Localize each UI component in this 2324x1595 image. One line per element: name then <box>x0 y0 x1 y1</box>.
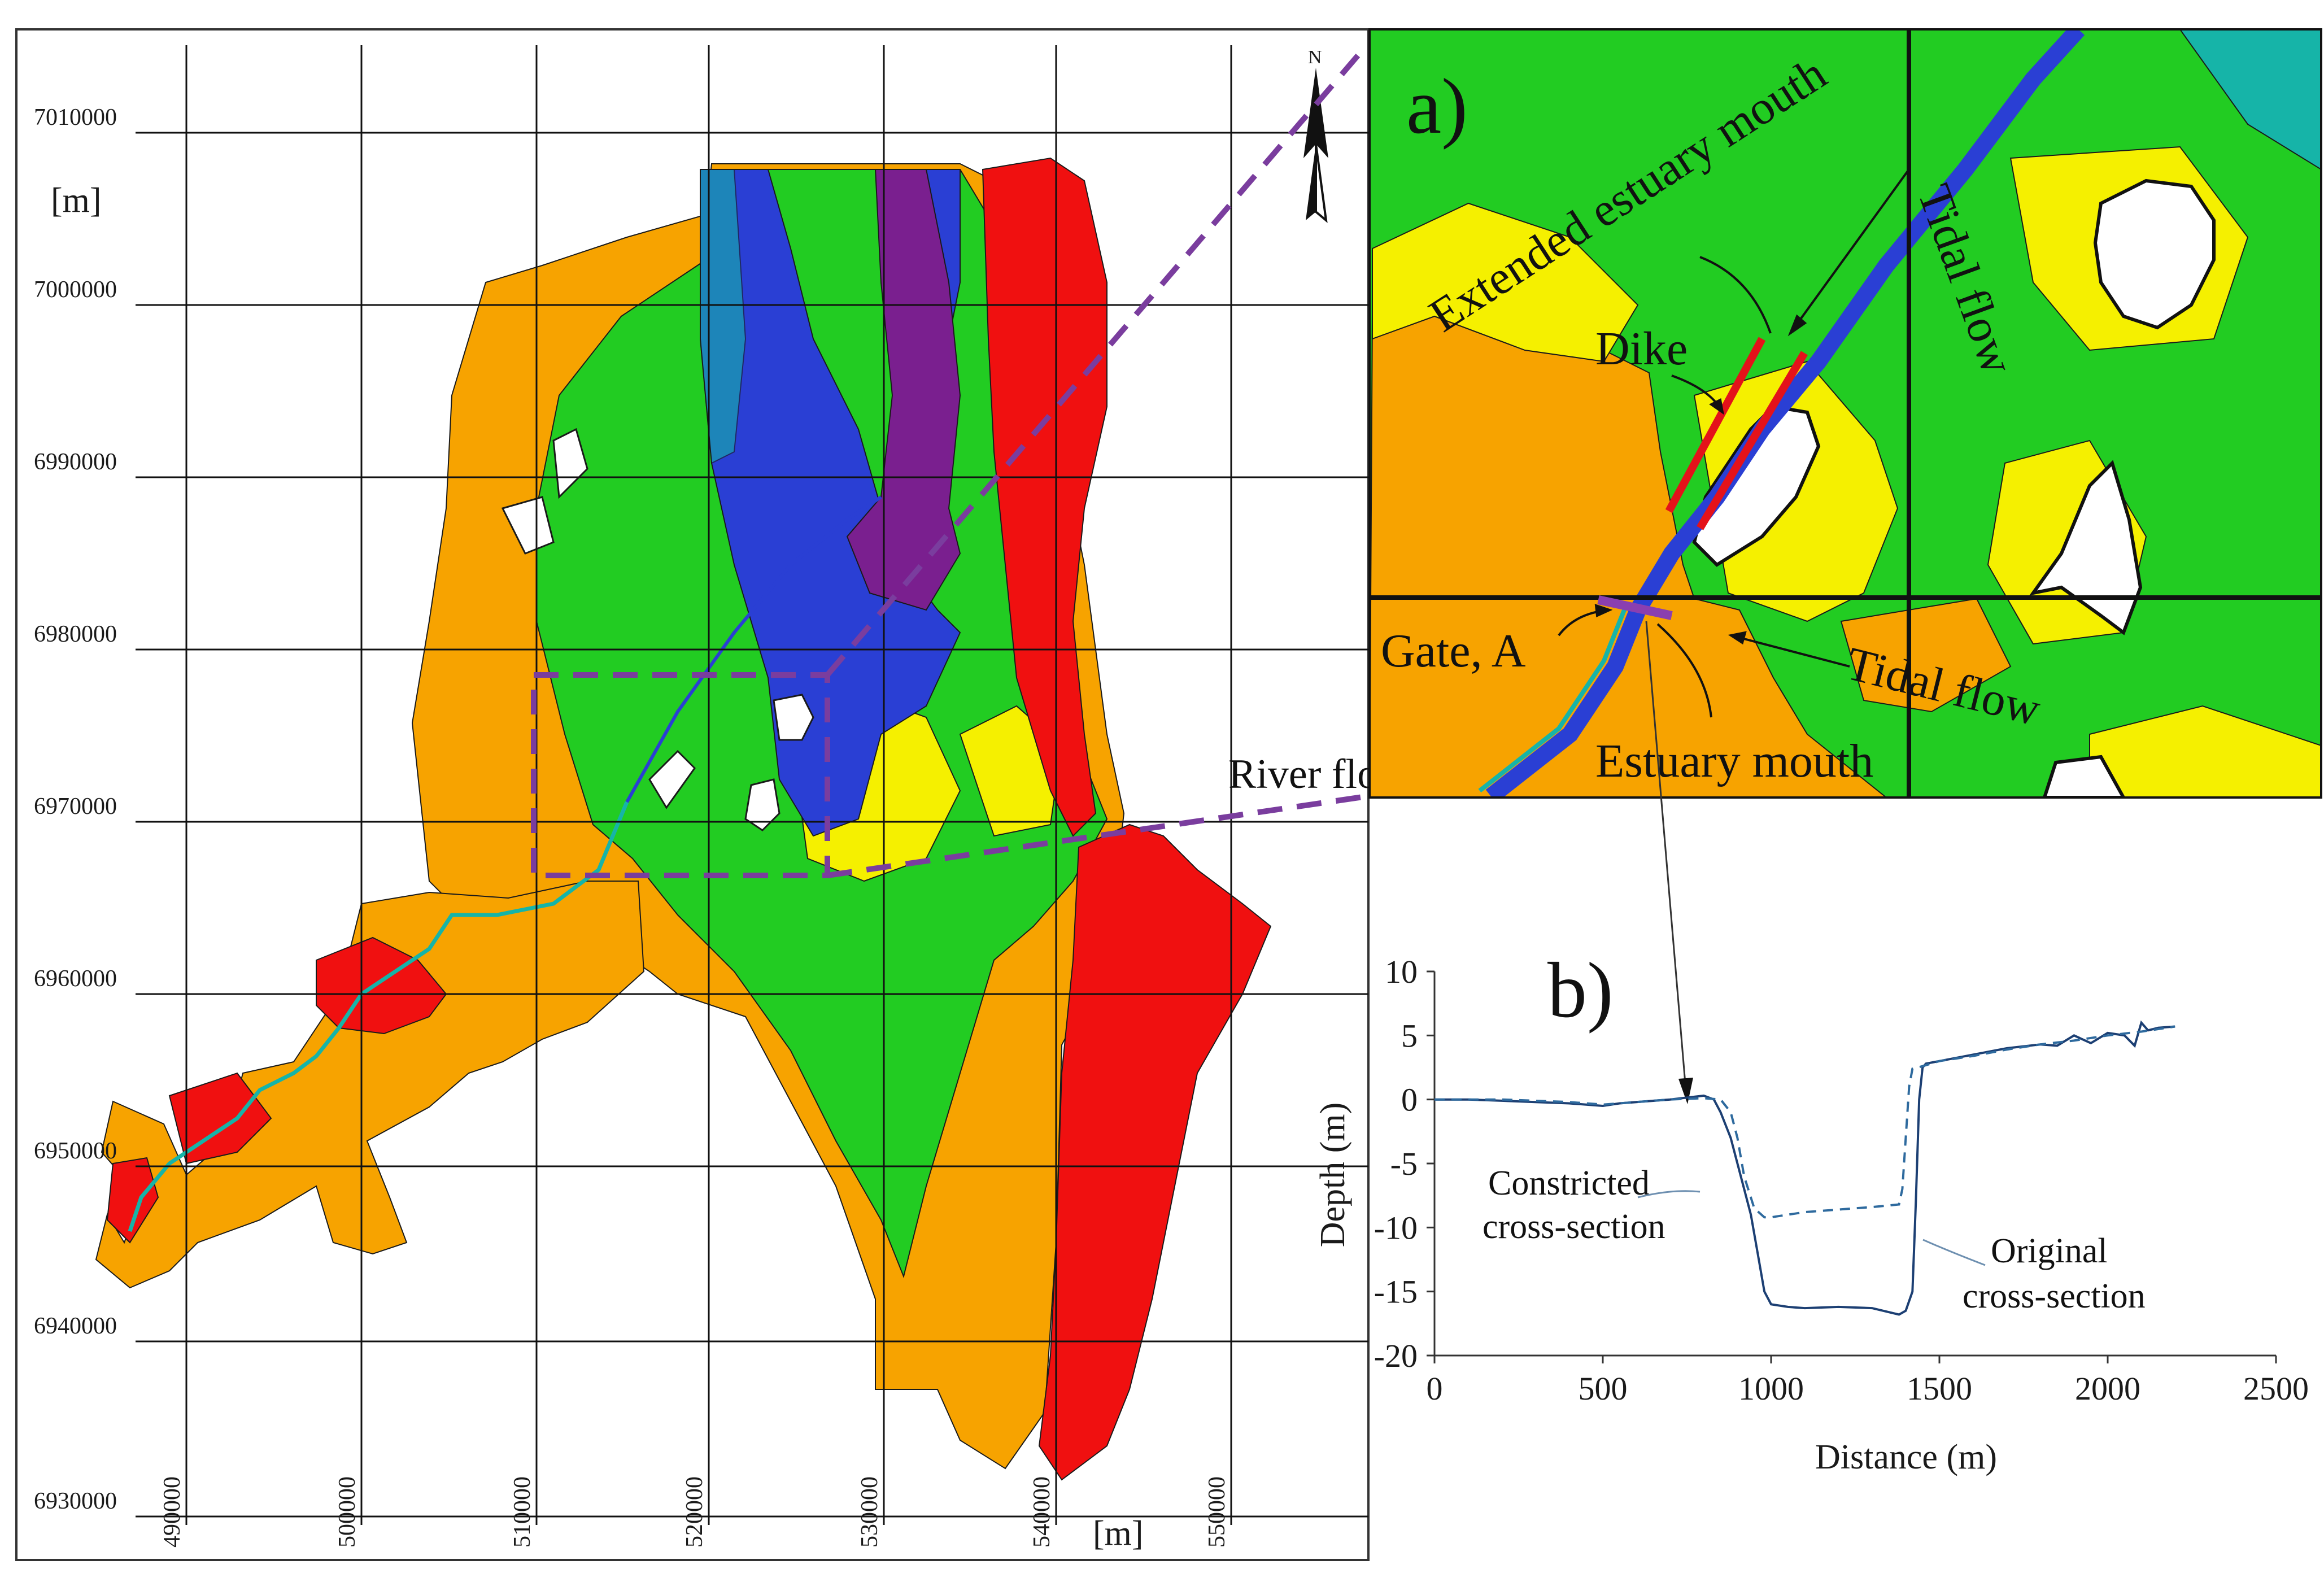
northing-tick-label: 6960000 <box>34 966 117 992</box>
east-barrier-red <box>982 157 1108 837</box>
x-tick-label: 500 <box>1579 1370 1628 1407</box>
inset-teal-region <box>2179 29 2321 171</box>
dike-label: Dike <box>1595 323 1688 375</box>
map-x-unit-label: [m] <box>1093 1514 1144 1553</box>
constricted-annotation-leader <box>1637 1190 1701 1199</box>
zoom-connector-top <box>825 43 1369 677</box>
zoom-area-box <box>531 672 830 878</box>
easting-tick-label: 520000 <box>682 1476 708 1548</box>
north-label: N <box>1308 47 1322 68</box>
easting-tick-label: 530000 <box>857 1476 883 1548</box>
northing-tick-label: 6980000 <box>34 621 117 647</box>
y-tick-label: -20 <box>1374 1337 1418 1374</box>
northing-tick-label: 6950000 <box>34 1138 117 1164</box>
original-annotation-line2: cross-section <box>1963 1277 2146 1315</box>
constricted-annotation-line1: Constricted <box>1488 1164 1650 1202</box>
inset-a-frame <box>1368 28 2322 799</box>
x-tick-label: 2500 <box>2243 1370 2309 1407</box>
estuary-mouth-label: Estuary mouth <box>1595 735 1873 787</box>
teal-fringe <box>700 169 747 464</box>
map-y-unit-label: [m] <box>51 181 102 220</box>
y-tick-label: -5 <box>1390 1145 1418 1182</box>
chart-series <box>1434 1020 2175 1316</box>
original-annotation-leader <box>1922 1239 1986 1266</box>
chart-x-axis-label: Distance (m) <box>1815 1438 1997 1476</box>
chart-axes: 0 500 1000 1500 2000 2500 10 5 0 -5 -10 -15 -20 <box>1374 953 2309 1407</box>
x-tick-label: 1500 <box>1907 1370 1972 1407</box>
x-tick-label: 2000 <box>2075 1370 2140 1407</box>
constricted-section-line <box>1434 1025 2175 1219</box>
inset-island <box>1692 178 2216 798</box>
x-tick-label: 1000 <box>1738 1370 1804 1407</box>
inset-annotation-arrows <box>1558 168 1910 718</box>
gate-to-chart-pointer <box>1645 621 1693 1104</box>
easting-tick-label: 490000 <box>159 1476 185 1548</box>
gate-marker <box>1597 595 1673 620</box>
inset-yellow-region <box>1372 146 2321 798</box>
easting-tick-label: 550000 <box>1204 1476 1230 1548</box>
northing-tick-label: 7010000 <box>34 104 117 130</box>
y-tick-label: -10 <box>1374 1209 1418 1246</box>
north-arrow-icon: N <box>1303 47 1328 223</box>
x-tick-label: 0 <box>1427 1370 1443 1407</box>
dike-left <box>1665 337 1766 513</box>
constricted-annotation-line2: cross-section <box>1483 1208 1665 1246</box>
gate-label: Gate, A <box>1381 625 1526 677</box>
inset-channel-fringe <box>1478 603 1629 793</box>
northing-tick-label: 6990000 <box>34 449 117 475</box>
map-tick-labels: 7010000 7000000 6990000 6980000 6970000 69600… <box>34 104 1230 1548</box>
bathymetry-raster <box>95 157 1272 1481</box>
y-tick-label: 5 <box>1401 1017 1418 1054</box>
river-thalweg <box>128 801 629 1232</box>
extended-channel <box>625 495 882 803</box>
chart-b-label: b) <box>1547 947 1614 1034</box>
y-tick-label: -15 <box>1374 1274 1418 1310</box>
inset-a-panel: a) Extended estuary mouth Tidal flow Dik… <box>1368 28 2322 799</box>
main-map-panel: 7010000 7000000 6990000 6980000 6970000 69600… <box>15 28 1409 1561</box>
cross-section-chart: b) 0 500 1000 1500 2000 2500 10 5 0 -5 -10 -15 -20 D… <box>1314 947 2309 1476</box>
northing-tick-label: 7000000 <box>34 277 117 303</box>
y-tick-label: 0 <box>1401 1082 1418 1118</box>
easting-tick-label: 500000 <box>334 1476 360 1548</box>
zoom-connector-bottom <box>827 794 1367 878</box>
northing-tick-label: 6970000 <box>34 794 117 820</box>
inset-a-label: a) <box>1406 63 1468 150</box>
deepest-zone <box>846 169 961 611</box>
easting-tick-label: 510000 <box>509 1476 535 1548</box>
original-annotation-line1: Original <box>1991 1232 2108 1270</box>
dike-right <box>1696 351 1808 530</box>
northing-tick-label: 6940000 <box>34 1313 117 1339</box>
chart-y-axis-label: Depth (m) <box>1314 1102 1352 1248</box>
easting-tick-label: 540000 <box>1029 1476 1055 1548</box>
northing-tick-label: 6930000 <box>34 1488 117 1514</box>
y-tick-label: 10 <box>1385 953 1418 990</box>
